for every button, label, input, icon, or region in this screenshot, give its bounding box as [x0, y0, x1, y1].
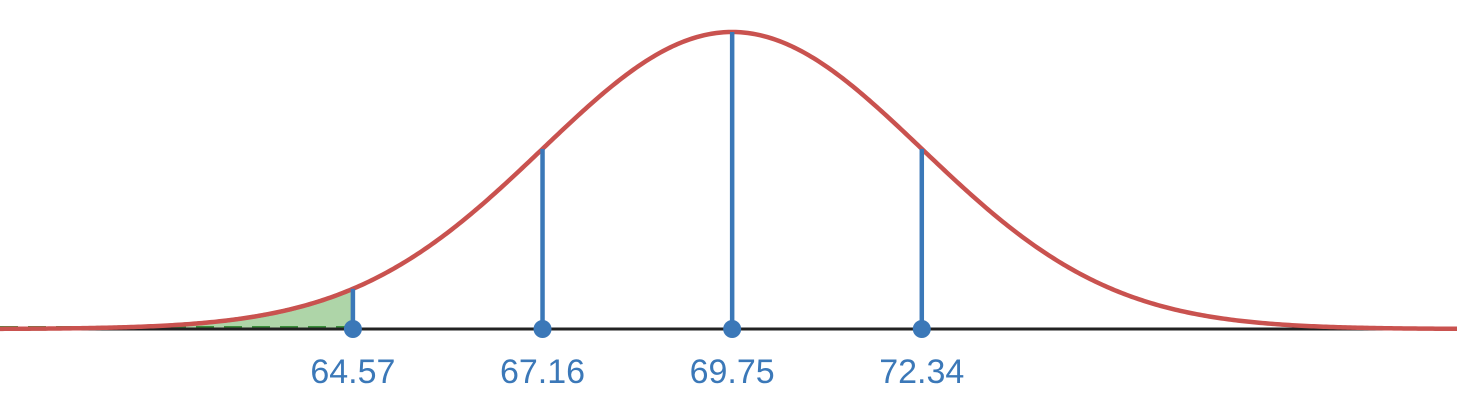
shaded-area: [0, 288, 353, 329]
tick-label-2: 69.75: [690, 353, 775, 391]
curve-group: [0, 29, 1457, 332]
marker-dot-2: [723, 320, 742, 338]
marker-group: [343, 32, 931, 338]
tick-label-1: 67.16: [500, 353, 585, 391]
marker-dot-0: [343, 320, 362, 338]
tick-label-group: 64.57 67.16 69.75 72.34: [310, 353, 964, 391]
marker-dot-3: [912, 320, 931, 338]
tick-label-3: 72.34: [879, 353, 964, 391]
tick-label-0: 64.57: [310, 353, 395, 391]
normal-curve: [0, 29, 1457, 332]
marker-dot-1: [533, 320, 552, 338]
